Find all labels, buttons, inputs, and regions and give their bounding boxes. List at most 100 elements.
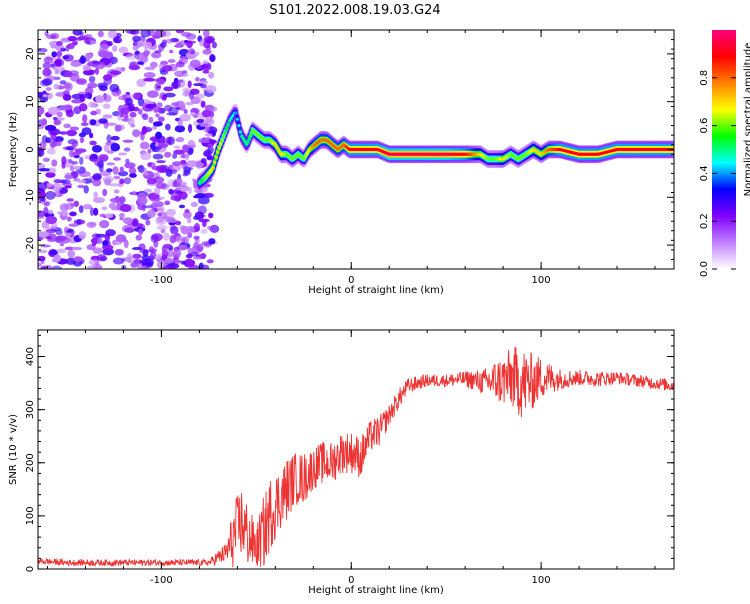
noise-blob	[83, 34, 93, 39]
noise-blob	[131, 190, 136, 196]
noise-blob	[165, 136, 172, 144]
noise-blob	[112, 36, 123, 44]
noise-blob	[92, 247, 103, 254]
noise-blob	[170, 81, 181, 90]
noise-blob	[95, 94, 105, 104]
ridge-core	[223, 130, 227, 134]
ridge-core	[241, 137, 246, 141]
noise-blob	[132, 129, 141, 138]
noise-blob	[93, 197, 105, 204]
noise-blob	[55, 187, 60, 197]
noise-blob	[158, 78, 165, 85]
noise-blob	[183, 166, 192, 174]
noise-blob	[113, 189, 120, 194]
noise-blob	[152, 200, 159, 205]
noise-blob	[102, 188, 108, 197]
colorbar-gradient	[712, 30, 736, 269]
noise-blob	[78, 231, 87, 240]
noise-blob	[97, 237, 103, 245]
ridge-core	[244, 142, 249, 146]
noise-blob	[97, 30, 104, 38]
noise-blob	[185, 253, 193, 259]
ridge-core	[212, 160, 217, 164]
noise-blob	[193, 195, 202, 199]
noise-blob	[103, 144, 110, 153]
noise-blob	[155, 113, 160, 118]
noise-blob	[86, 53, 93, 59]
noise-blob	[166, 112, 178, 116]
noise-blob	[76, 78, 87, 85]
noise-blob	[53, 253, 62, 263]
snr-x-tick-label: -100	[150, 575, 173, 586]
noise-blob	[193, 242, 199, 249]
noise-blob	[186, 160, 199, 168]
noise-blob	[193, 222, 201, 232]
noise-blob	[151, 51, 162, 59]
noise-blob	[117, 112, 122, 121]
noise-blob	[82, 66, 91, 71]
noise-blob	[47, 148, 56, 155]
noise-blob	[71, 160, 79, 165]
noise-blob	[185, 101, 194, 106]
noise-blob	[119, 178, 125, 185]
noise-blob	[42, 62, 52, 70]
noise-blob	[193, 235, 200, 240]
snr-series-line	[38, 346, 674, 568]
noise-blob	[89, 132, 94, 139]
noise-blob	[157, 206, 165, 212]
noise-blob	[164, 151, 172, 158]
noise-blob	[166, 218, 178, 223]
noise-blob	[147, 161, 156, 168]
noise-blob	[125, 30, 137, 34]
noise-blob	[110, 197, 123, 204]
noise-blob	[119, 204, 132, 213]
noise-blob	[38, 262, 42, 268]
ridge-core	[234, 111, 238, 115]
noise-blob	[89, 119, 97, 126]
noise-blob	[91, 145, 102, 153]
noise-blob	[169, 235, 177, 244]
noise-blob	[92, 174, 98, 181]
noise-blob	[104, 213, 114, 218]
noise-blob	[69, 211, 77, 217]
spectrogram-plot-area	[38, 30, 674, 269]
noise-blob	[140, 30, 151, 38]
spectrogram-x-axis-label: Height of straight line (km)	[308, 285, 444, 296]
noise-blob	[79, 156, 84, 165]
noise-blob	[38, 106, 45, 116]
noise-blob	[76, 179, 87, 184]
noise-blob	[86, 265, 99, 269]
noise-blob	[78, 170, 91, 178]
noise-blob	[122, 217, 133, 225]
noise-blob	[89, 140, 97, 146]
noise-blob	[67, 35, 77, 42]
noise-blob	[66, 216, 72, 222]
noise-blob	[202, 30, 210, 38]
noise-blob	[142, 50, 149, 58]
noise-blob	[174, 79, 184, 83]
noise-blob	[182, 144, 189, 153]
noise-blob	[56, 117, 65, 121]
noise-blob	[162, 265, 173, 269]
noise-blob	[54, 68, 59, 75]
snr-y-tick-label: 200	[25, 453, 36, 472]
noise-blob	[56, 111, 63, 118]
noise-blob	[184, 152, 189, 161]
noise-blob	[209, 54, 216, 63]
noise-blob	[182, 87, 191, 94]
noise-blob	[189, 112, 196, 116]
noise-blob	[206, 37, 214, 44]
noise-blob	[106, 162, 115, 166]
noise-blob	[149, 197, 161, 202]
noise-blob	[173, 145, 181, 149]
noise-blob	[106, 134, 112, 143]
noise-blob	[175, 61, 185, 68]
noise-blob	[88, 76, 96, 83]
noise-blob	[110, 135, 120, 141]
noise-blob	[41, 118, 48, 126]
noise-blob	[154, 50, 162, 54]
noise-blob	[154, 186, 161, 196]
noise-blob	[111, 242, 122, 246]
noise-blob	[118, 152, 127, 156]
noise-blob	[73, 256, 83, 263]
